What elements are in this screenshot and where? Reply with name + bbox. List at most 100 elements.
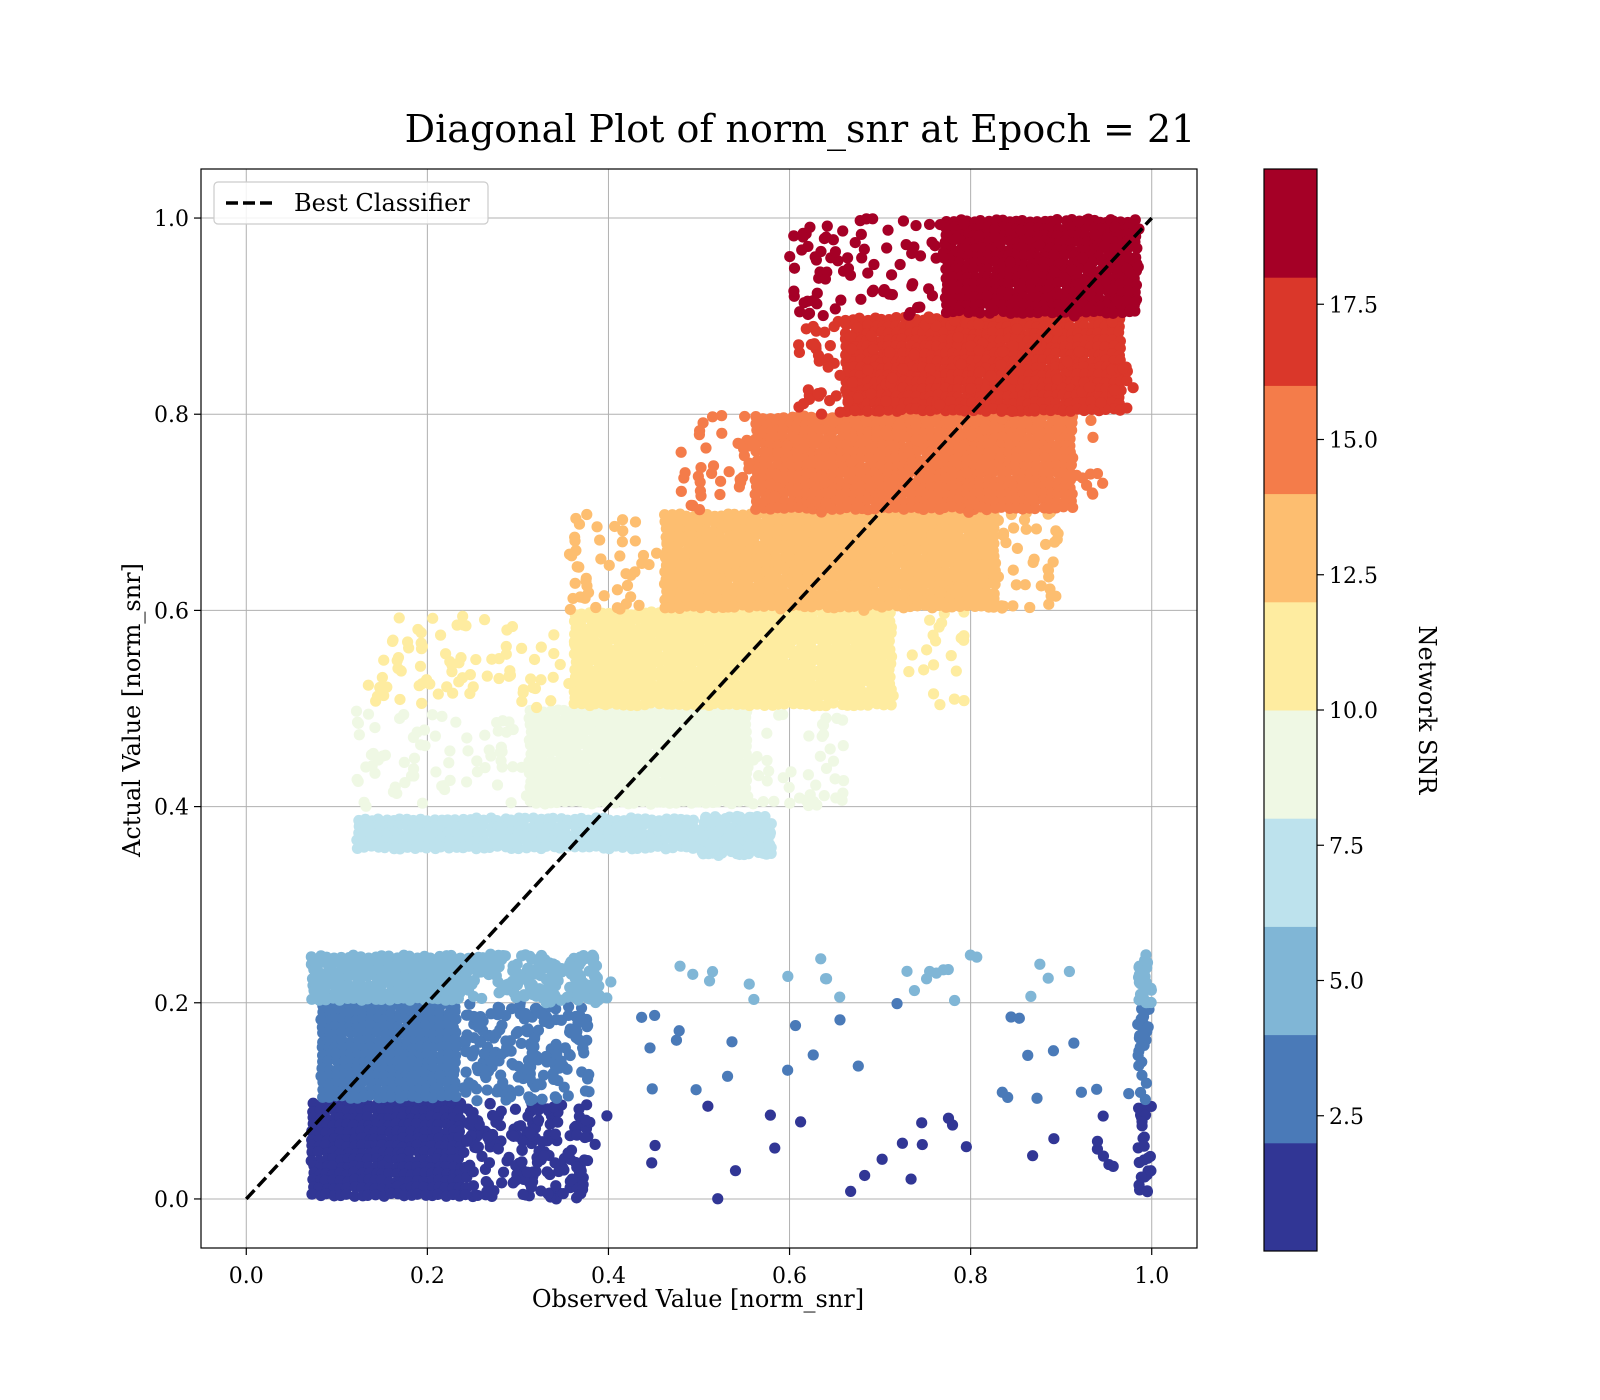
scatter-point: [644, 1042, 656, 1054]
scatter-point: [491, 779, 504, 791]
scatter-point: [554, 658, 566, 671]
scatter-point: [557, 1188, 569, 1200]
scatter-point: [506, 1057, 518, 1070]
scatter-point: [639, 774, 651, 786]
scatter-point: [530, 1165, 542, 1178]
scatter-point: [673, 698, 685, 710]
scatter-point: [434, 629, 447, 641]
scatter-point: [383, 1104, 396, 1116]
scatter-point: [645, 798, 657, 810]
scatter-point: [562, 1090, 574, 1102]
scatter-point: [859, 566, 872, 579]
scatter-point: [965, 429, 977, 442]
scatter-point: [798, 442, 810, 454]
scatter-point: [1123, 1088, 1135, 1100]
scatter-points: [305, 213, 1157, 1205]
scatter-point: [532, 1104, 545, 1116]
scatter-point: [504, 1035, 517, 1047]
scatter-point: [353, 729, 365, 741]
scatter-point: [1139, 1093, 1151, 1106]
scatter-point: [550, 1038, 562, 1050]
scatter-point: [492, 1143, 504, 1155]
scatter-point: [535, 949, 548, 962]
scatter-point: [785, 766, 797, 778]
scatter-point: [386, 635, 399, 647]
scatter-point: [468, 974, 480, 987]
scatter-point: [670, 779, 682, 791]
scatter-point: [1141, 957, 1154, 969]
scatter-point: [918, 664, 930, 676]
scatter-point: [596, 766, 608, 778]
scatter-point: [829, 773, 841, 785]
scatter-point: [471, 1061, 483, 1073]
scatter-point: [540, 840, 552, 852]
scatter-point: [805, 467, 817, 479]
scatter-point: [427, 1062, 439, 1074]
scatter-point: [495, 755, 507, 767]
scatter-point: [945, 650, 957, 662]
scatter-point: [820, 762, 833, 775]
scatter-point: [481, 670, 493, 682]
scatter-point: [735, 586, 748, 599]
scatter-point: [522, 1110, 534, 1123]
scatter-point: [408, 752, 421, 764]
scatter-point: [750, 525, 762, 537]
scatter-point: [803, 730, 815, 742]
scatter-point: [851, 418, 863, 431]
scatter-point: [477, 819, 489, 831]
scatter-point: [503, 1151, 515, 1163]
scatter-point: [761, 754, 773, 767]
scatter-point: [535, 641, 547, 653]
scatter-point: [504, 1091, 516, 1103]
scatter-point: [402, 636, 414, 648]
scatter-point: [443, 757, 455, 769]
scatter-point: [512, 1071, 524, 1083]
scatter-point: [562, 1009, 574, 1022]
scatter-point: [622, 710, 634, 722]
scatter-point: [503, 978, 515, 990]
scatter-point: [524, 1072, 536, 1085]
scatter-point: [906, 649, 918, 661]
scatter-point: [485, 750, 497, 762]
scatter-point: [939, 472, 952, 484]
scatter-point: [541, 1056, 553, 1068]
scatter-point: [698, 579, 711, 591]
scatter-point: [516, 695, 528, 708]
scatter-point: [570, 512, 582, 525]
scatter-point: [670, 1034, 683, 1046]
scatter-point: [715, 823, 727, 835]
scatter-point: [432, 1188, 444, 1200]
scatter-point: [1013, 1012, 1025, 1024]
scatter-point: [611, 602, 623, 614]
scatter-point: [385, 1091, 397, 1103]
scatter-point: [971, 951, 983, 963]
scatter-point: [349, 1190, 361, 1202]
scatter-point: [1022, 1049, 1034, 1061]
scatter-point: [491, 840, 503, 852]
scatter-point: [496, 1177, 508, 1189]
scatter-point: [650, 547, 663, 559]
scatter-point: [375, 993, 387, 1005]
scatter-point: [464, 1159, 476, 1171]
scatter-point: [481, 1185, 493, 1198]
scatter-point: [859, 1169, 871, 1182]
scatter-point: [563, 1048, 575, 1061]
scatter-point: [743, 978, 755, 990]
scatter-point: [450, 1041, 462, 1053]
scatter-point: [495, 1069, 507, 1081]
scatter-point: [732, 761, 744, 773]
scatter-point: [398, 971, 410, 983]
scatter-point: [638, 819, 650, 831]
scatter-point: [760, 848, 772, 860]
scatter-point: [571, 983, 584, 995]
scatter-point: [528, 653, 541, 666]
scatter-point: [935, 587, 947, 599]
scatter-point: [464, 687, 476, 700]
scatter-point: [542, 795, 554, 807]
scatter-point: [1137, 1010, 1150, 1023]
scatter-point: [587, 951, 600, 963]
scatter-point: [814, 750, 826, 762]
scatter-point: [1019, 579, 1031, 591]
scatter-point: [576, 1183, 589, 1195]
scatter-point: [580, 575, 592, 587]
